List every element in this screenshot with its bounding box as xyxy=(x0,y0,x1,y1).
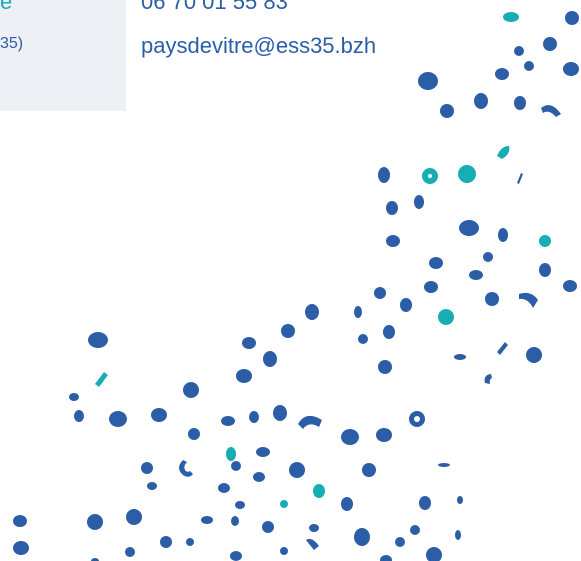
phone-link[interactable]: 06 70 01 55 83 xyxy=(141,0,288,14)
email-address[interactable]: paysdevitre@ess35.bzh xyxy=(141,32,376,60)
panel-title-fragment: e xyxy=(0,0,13,14)
email-link[interactable]: paysdevitre@ess35.bzh xyxy=(141,33,377,58)
panel-subtitle-fragment: 35) xyxy=(0,35,24,52)
phone-number[interactable]: 06 70 01 55 83 xyxy=(141,0,288,16)
info-panel: e 35) xyxy=(0,0,126,111)
